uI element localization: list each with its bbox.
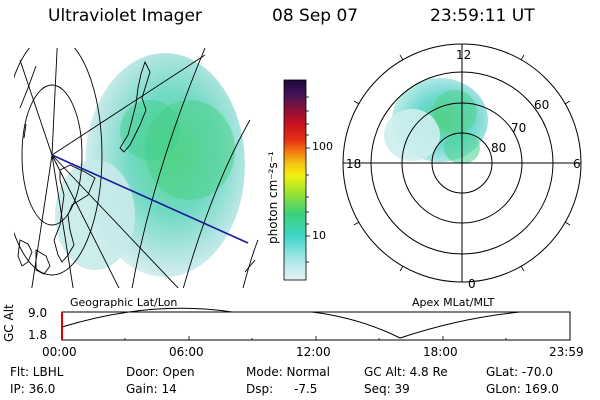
seq-status: Seq: 39 <box>364 382 410 396</box>
date-label: 08 Sep 07 <box>272 6 359 26</box>
colorbar-tick-10: 10 <box>312 229 326 242</box>
altitude-plot <box>61 307 571 341</box>
colorbar-tick-100: 100 <box>312 140 333 153</box>
colorbar-unit-label: photon cm⁻²s⁻¹ <box>266 151 280 244</box>
alt-tick-1-8: 1.8 <box>28 328 48 342</box>
door-status: Door: Open <box>126 365 195 379</box>
colorbar <box>283 79 307 281</box>
lat-lon-grid <box>14 48 259 288</box>
geographic-image <box>14 48 259 288</box>
satellite-track <box>51 154 249 244</box>
geographic-caption: Geographic Lat/Lon <box>70 296 178 309</box>
glon-status: GLon: 169.0 <box>486 382 559 396</box>
time-tick-0000: 00:00 <box>42 345 77 359</box>
mlat-label-70: 70 <box>511 121 527 135</box>
mlat-label-60: 60 <box>534 98 550 112</box>
mlat-label-80: 80 <box>491 141 507 155</box>
time-label: 23:59:11 UT <box>430 6 535 26</box>
alt-tick-9: 9.0 <box>28 306 48 320</box>
glat-status: GLat: -70.0 <box>486 365 553 379</box>
mlt-label-12: 12 <box>456 48 472 62</box>
time-tick-1200: 12:00 <box>296 345 331 359</box>
dsp-label: Dsp: <box>246 382 274 396</box>
ip-status: IP: 36.0 <box>10 382 56 396</box>
app-title: Ultraviolet Imager <box>48 6 202 26</box>
mlt-label-0: 0 <box>468 277 476 291</box>
gain-status: Gain: 14 <box>126 382 177 396</box>
time-tick-0600: 06:00 <box>169 345 204 359</box>
dsp-value: -7.5 <box>294 382 318 396</box>
gc-alt-axis-label: GC Alt <box>2 304 16 342</box>
gc-alt-status: GC Alt: 4.8 Re <box>364 365 448 379</box>
filter-status: Flt: LBHL <box>10 365 64 379</box>
time-tick-1800: 18:00 <box>423 345 458 359</box>
mode-status: Mode: Normal <box>246 365 330 379</box>
coastlines <box>17 60 256 275</box>
mlt-label-18: 18 <box>346 157 362 171</box>
polar-plot <box>342 43 582 283</box>
altitude-curve <box>61 307 570 339</box>
apex-caption: Apex MLat/MLT <box>412 296 495 309</box>
time-tick-2359: 23:59 <box>549 345 584 359</box>
mlt-label-6: 6 <box>573 157 581 171</box>
